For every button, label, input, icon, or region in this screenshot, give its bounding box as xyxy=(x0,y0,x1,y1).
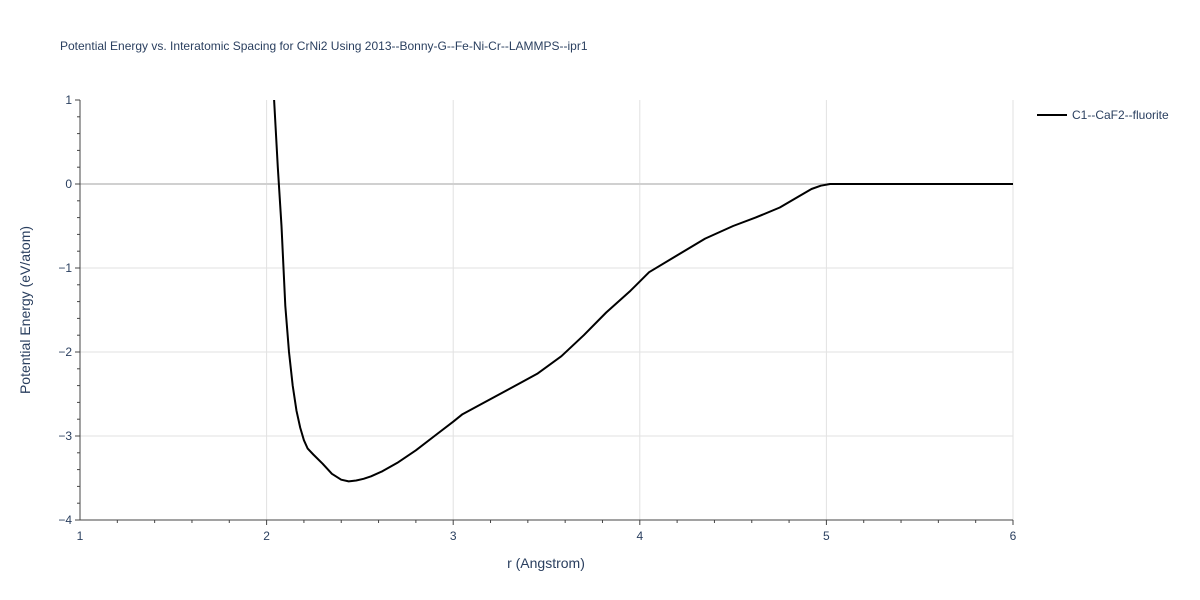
x-tick-label: 2 xyxy=(263,529,270,543)
y-tick-label: 1 xyxy=(65,93,72,107)
x-tick-label: 4 xyxy=(636,529,643,543)
y-tick-label: −2 xyxy=(58,345,72,359)
series-line xyxy=(273,99,1013,483)
y-tick-label: 0 xyxy=(65,177,72,191)
chart-title: Potential Energy vs. Interatomic Spacing… xyxy=(60,39,588,53)
x-tick-label: 6 xyxy=(1010,529,1017,543)
ticks: 1 2 3 4 5 6 1 0 −1 −2 −3 −4 xyxy=(58,93,1016,543)
legend-label: C1--CaF2--fluorite xyxy=(1072,108,1169,122)
axes xyxy=(75,99,1014,525)
x-axis-title: r (Angstrom) xyxy=(507,555,585,571)
y-tick-label: −3 xyxy=(58,429,72,443)
x-tick-label: 5 xyxy=(823,529,830,543)
x-tick-label: 1 xyxy=(77,529,84,543)
legend[interactable]: C1--CaF2--fluorite xyxy=(1037,108,1169,122)
series-layer xyxy=(273,99,1013,483)
y-tick-label: −1 xyxy=(58,261,72,275)
y-tick-label: −4 xyxy=(58,513,72,527)
grid xyxy=(80,100,1014,520)
x-tick-label: 3 xyxy=(450,529,457,543)
y-axis-title: Potential Energy (eV/atom) xyxy=(17,226,33,394)
